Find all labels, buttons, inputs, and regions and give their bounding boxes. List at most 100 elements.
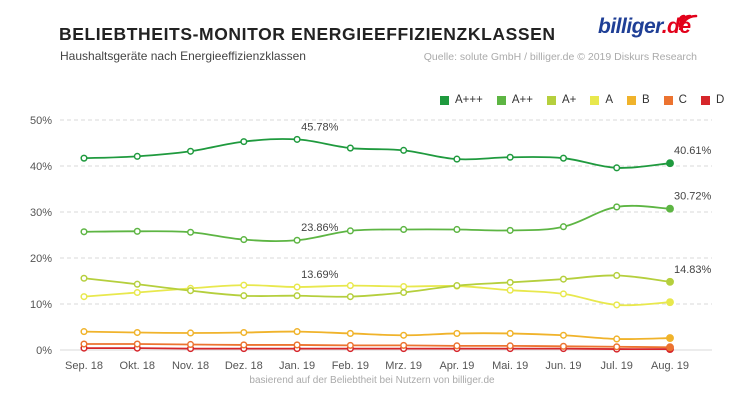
data-point[interactable] xyxy=(80,154,88,162)
data-point[interactable] xyxy=(293,292,301,300)
data-point[interactable] xyxy=(559,342,568,350)
data-point[interactable] xyxy=(80,293,88,301)
y-tick-label: 50% xyxy=(30,115,52,127)
legend-label: A+ xyxy=(561,94,577,106)
legend-swatch xyxy=(546,95,556,105)
data-point[interactable] xyxy=(453,225,461,234)
data-point[interactable] xyxy=(240,236,248,244)
legend-item[interactable]: C xyxy=(663,94,687,106)
x-tick-label: Dez. 18 xyxy=(225,360,263,372)
data-point[interactable] xyxy=(293,341,301,349)
data-point[interactable] xyxy=(186,287,195,295)
data-point[interactable] xyxy=(666,204,674,213)
data-point[interactable] xyxy=(133,280,141,288)
data-point[interactable] xyxy=(559,154,568,162)
data-point[interactable] xyxy=(186,329,195,337)
x-tick-label: Jun. 19 xyxy=(545,360,581,372)
data-point[interactable] xyxy=(506,153,514,161)
footer-note: basierend auf der Beliebtheit bei Nutzer… xyxy=(249,375,495,386)
data-point[interactable] xyxy=(293,328,301,336)
data-point[interactable] xyxy=(453,342,461,350)
data-point[interactable] xyxy=(186,147,195,155)
data-point[interactable] xyxy=(133,152,141,160)
data-point[interactable] xyxy=(666,159,674,168)
data-point[interactable] xyxy=(666,298,674,307)
data-point[interactable] xyxy=(133,227,141,235)
data-point[interactable] xyxy=(240,328,248,337)
x-tick-label: Aug. 19 xyxy=(651,360,689,372)
y-tick-label: 40% xyxy=(30,161,52,173)
chart-subtitle: Haushaltsgeräte nach Energieeffizienzkla… xyxy=(60,49,306,63)
data-point[interactable] xyxy=(346,293,354,301)
legend-swatch xyxy=(496,95,506,105)
x-axis-ticks: Sep. 18 Okt. 18 Nov. 18 Dez. 18 Jan. 19 Feb. … xyxy=(65,360,689,372)
data-point[interactable] xyxy=(133,340,141,348)
data-point[interactable] xyxy=(346,144,354,152)
data-point[interactable] xyxy=(80,228,88,236)
data-point[interactable] xyxy=(186,340,195,349)
data-point[interactable] xyxy=(80,328,88,336)
data-point[interactable] xyxy=(559,290,568,298)
data-point[interactable] xyxy=(240,341,248,349)
data-point[interactable] xyxy=(613,164,621,172)
logo-wordmark: billiger.de xyxy=(598,15,691,39)
data-point[interactable] xyxy=(240,281,248,289)
data-point[interactable] xyxy=(400,225,408,234)
data-point[interactable] xyxy=(346,341,354,349)
data-point[interactable] xyxy=(613,335,621,343)
data-point[interactable] xyxy=(400,341,408,349)
legend-item[interactable]: A+ xyxy=(546,94,577,106)
data-point[interactable] xyxy=(453,155,461,163)
series-line-aplusplus xyxy=(83,204,671,243)
data-point[interactable] xyxy=(506,226,514,234)
data-point[interactable] xyxy=(80,274,88,282)
data-point[interactable] xyxy=(133,328,141,337)
chart-title: BELIEBTHEITS-MONITOR ENERGIEEFFIZIENZKLA… xyxy=(59,24,556,44)
data-point[interactable] xyxy=(666,277,674,286)
data-point[interactable] xyxy=(240,292,248,300)
data-point[interactable] xyxy=(400,282,408,291)
y-axis-ticks: 0% 10% 20% 30% 40% 50% xyxy=(30,115,52,357)
legend-item[interactable]: B xyxy=(627,94,650,106)
data-point[interactable] xyxy=(293,283,301,291)
legend-swatch xyxy=(700,95,710,105)
data-point[interactable] xyxy=(400,288,408,297)
data-point[interactable] xyxy=(293,236,301,244)
legend-item[interactable]: A+++ xyxy=(440,94,483,106)
data-point[interactable] xyxy=(453,329,461,337)
data-point[interactable] xyxy=(346,329,354,337)
data-point[interactable] xyxy=(506,342,514,350)
data-point[interactable] xyxy=(186,228,195,236)
data-point[interactable] xyxy=(133,288,141,297)
data-point[interactable] xyxy=(506,278,514,286)
data-point[interactable] xyxy=(666,334,674,342)
data-point[interactable] xyxy=(453,282,461,290)
data-point[interactable] xyxy=(346,227,354,235)
data-point[interactable] xyxy=(666,343,674,352)
data-point[interactable] xyxy=(293,135,301,143)
data-point[interactable] xyxy=(346,282,354,290)
data-point[interactable] xyxy=(559,275,568,283)
data-point[interactable] xyxy=(506,286,514,294)
data-point[interactable] xyxy=(613,301,621,309)
data-point[interactable] xyxy=(240,138,248,146)
legend-item[interactable]: A++ xyxy=(496,94,533,106)
x-tick-label: Mai. 19 xyxy=(492,360,528,372)
legend-item[interactable]: D xyxy=(700,94,724,106)
data-point[interactable] xyxy=(400,146,408,154)
series-points xyxy=(80,135,674,354)
legend-label: A xyxy=(605,94,613,106)
legend-item[interactable]: A xyxy=(590,94,613,106)
legend-swatch xyxy=(440,95,449,105)
gridlines xyxy=(60,119,712,351)
billiger-logo[interactable]: billiger.de xyxy=(598,12,698,46)
data-point[interactable] xyxy=(613,271,621,280)
data-point[interactable] xyxy=(559,331,568,339)
data-point[interactable] xyxy=(506,329,514,337)
data-point[interactable] xyxy=(400,331,408,339)
data-point[interactable] xyxy=(613,203,621,211)
data-point[interactable] xyxy=(559,223,568,231)
data-point[interactable] xyxy=(613,343,621,351)
data-point[interactable] xyxy=(80,340,88,348)
